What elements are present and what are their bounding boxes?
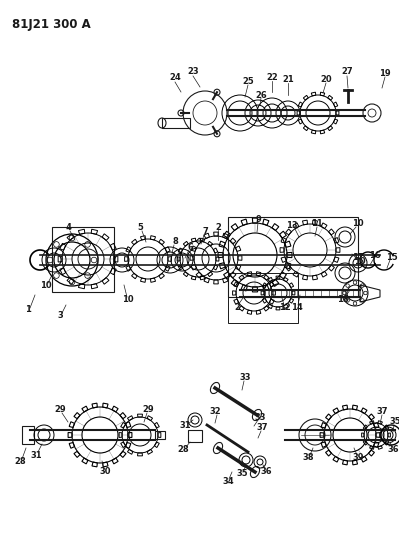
Text: 39: 39 xyxy=(352,454,364,463)
Text: 19: 19 xyxy=(379,69,391,78)
Bar xyxy=(228,273,298,323)
Text: 6: 6 xyxy=(187,244,193,253)
Text: 7: 7 xyxy=(202,228,208,237)
Text: 25: 25 xyxy=(242,77,254,86)
Text: 17: 17 xyxy=(352,254,364,262)
Text: 33: 33 xyxy=(239,374,251,383)
Text: 31: 31 xyxy=(179,421,191,430)
Text: 21: 21 xyxy=(282,76,294,85)
Text: 24: 24 xyxy=(169,74,181,83)
Bar xyxy=(188,430,202,442)
Text: 10: 10 xyxy=(40,281,52,290)
Text: 28: 28 xyxy=(177,446,189,455)
Text: 38: 38 xyxy=(302,454,314,463)
Text: 30: 30 xyxy=(99,467,111,477)
Text: 18: 18 xyxy=(337,295,349,304)
Text: 29: 29 xyxy=(54,406,66,415)
Text: 26: 26 xyxy=(255,91,267,100)
Text: 2: 2 xyxy=(215,222,221,231)
Text: 34: 34 xyxy=(222,478,234,487)
Text: 20: 20 xyxy=(320,76,332,85)
Text: 2: 2 xyxy=(234,303,240,312)
Bar xyxy=(228,217,358,297)
Text: 35: 35 xyxy=(389,417,399,426)
Text: 33: 33 xyxy=(254,414,266,423)
Text: 10: 10 xyxy=(122,295,134,304)
Bar xyxy=(52,227,114,292)
Text: 35: 35 xyxy=(236,470,248,479)
Bar xyxy=(155,431,165,439)
Text: 4: 4 xyxy=(65,223,71,232)
Text: 37: 37 xyxy=(376,408,388,416)
Text: 81J21 300 A: 81J21 300 A xyxy=(12,18,91,31)
Text: 1: 1 xyxy=(25,305,31,314)
Text: 28: 28 xyxy=(14,457,26,466)
Text: 23: 23 xyxy=(187,68,199,77)
Text: 31: 31 xyxy=(30,450,42,459)
Bar xyxy=(162,118,190,128)
Text: 3: 3 xyxy=(57,311,63,320)
Text: 22: 22 xyxy=(266,74,278,83)
Text: 14: 14 xyxy=(291,303,303,312)
Bar xyxy=(22,426,34,444)
Text: 15: 15 xyxy=(386,253,398,262)
Text: 10: 10 xyxy=(352,220,364,229)
Text: 5: 5 xyxy=(137,223,143,232)
Text: 10: 10 xyxy=(354,257,366,266)
Text: 9: 9 xyxy=(255,215,261,224)
Text: 11: 11 xyxy=(311,220,323,229)
Text: 16: 16 xyxy=(369,251,381,260)
Text: 36: 36 xyxy=(260,467,272,477)
Text: 32: 32 xyxy=(209,408,221,416)
Text: 37: 37 xyxy=(256,424,268,432)
Text: 36: 36 xyxy=(387,446,399,455)
Text: 13: 13 xyxy=(286,222,298,230)
Text: 12: 12 xyxy=(279,303,291,312)
Text: 8: 8 xyxy=(172,238,178,246)
Text: 29: 29 xyxy=(142,406,154,415)
Text: 27: 27 xyxy=(341,68,353,77)
